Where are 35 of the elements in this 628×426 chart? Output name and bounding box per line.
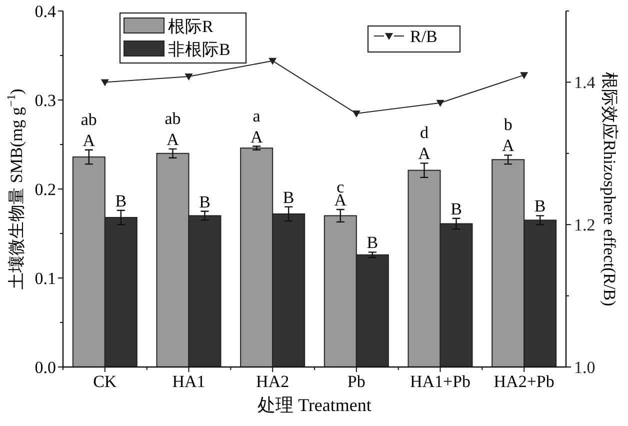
y-tick-label: 0.4 [34, 2, 56, 20]
annotation: B [115, 190, 127, 210]
y-tick-label: 0.3 [34, 90, 56, 110]
x-tick-label: HA2 [256, 372, 290, 391]
y2-tick-label: 1.2 [574, 215, 596, 234]
annotation: a [252, 106, 261, 125]
x-tick-label: CK [93, 372, 118, 391]
legend-label: R/B [410, 26, 438, 46]
annotation: B [534, 196, 546, 216]
y2-tick-label: 1.0 [574, 358, 596, 376]
y2-axis-title: 根际效应Rhizosphere effect(R/B) [600, 72, 619, 306]
x-tick-label: HA1+Pb [410, 372, 471, 391]
annotation: B [282, 187, 294, 206]
x-tick-label: Pb [347, 372, 366, 391]
annotation: B [450, 198, 462, 218]
annotation: d [420, 122, 429, 142]
legend-label: 非根际B [168, 40, 230, 58]
annotation: A [250, 126, 264, 146]
annotation: A [82, 130, 96, 150]
annotation: B [199, 192, 210, 211]
legend-label: 根际R [168, 16, 214, 36]
y-tick-label: 0.2 [34, 180, 56, 198]
annotation: A [502, 136, 515, 155]
x-tick-label: HA1 [172, 372, 206, 391]
annotation: b [504, 114, 512, 134]
x-tick-label: HA2+Pb [494, 372, 554, 391]
annotation: ab [80, 109, 97, 128]
annotation: A [418, 144, 432, 163]
y2-tick-label: 1.4 [574, 72, 596, 92]
annotation: ab [164, 108, 181, 128]
y-tick-label: 0.0 [34, 358, 56, 376]
y-tick-label: 0.1 [34, 268, 56, 288]
annotation: A [166, 129, 180, 148]
annotation: B [366, 232, 378, 252]
x-axis-title: 处理 Treatment [258, 395, 372, 415]
